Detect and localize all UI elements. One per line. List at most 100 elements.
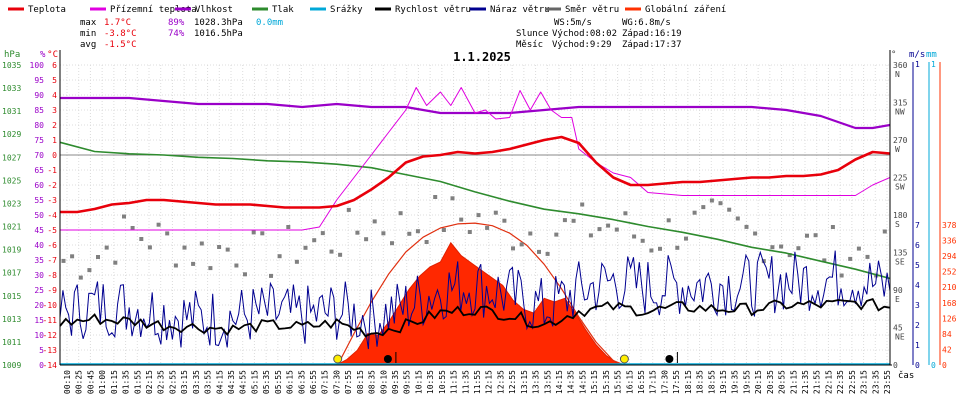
tick-pct: 70 [34, 151, 44, 160]
wind-dir-point [649, 248, 654, 253]
x-tick-label: 15:35 [602, 370, 611, 394]
tick-hpa: 1019 [2, 246, 21, 255]
x-axis-label: čas [898, 370, 914, 381]
wind-dir-point [277, 254, 282, 259]
x-tick-label: 13:35 [532, 370, 541, 394]
wind-dir-point [735, 216, 740, 221]
stats-pressure: 1016.5hPa [194, 29, 243, 39]
tick-degc: 0 [52, 151, 57, 160]
x-tick-label: 05:35 [262, 370, 271, 394]
tick-pct: 90 [34, 91, 44, 100]
wind-dir-point [485, 225, 490, 230]
tick-ms: 7 [915, 221, 920, 230]
tick-pct: 0 [39, 361, 44, 370]
wind-dir-point [822, 258, 827, 263]
x-tick-label: 18:55 [707, 370, 716, 394]
wind-speed-line [59, 298, 891, 338]
wind-dir-point [320, 231, 325, 236]
tick-hpa: 1009 [2, 361, 21, 370]
tick-pct: 5 [39, 346, 44, 355]
tick-dir: 135 [893, 249, 908, 258]
x-tick-label: 00:10 [63, 370, 72, 394]
axis-label-hpa: hPa [4, 50, 20, 60]
wind-dir-point [390, 241, 394, 246]
x-tick-label: 07:30 [332, 370, 341, 394]
x-tick-label: 20:35 [766, 370, 775, 394]
tick-degc: -9 [47, 286, 57, 295]
x-tick-label: 22:15 [824, 370, 833, 394]
tick-pct: 30 [34, 271, 44, 280]
tick-wm2: 168 [942, 299, 957, 308]
tick-hpa: 1027 [2, 153, 21, 162]
tick-pct: 45 [34, 226, 44, 235]
tick-pct: 95 [34, 76, 44, 85]
tick-pct: 75 [34, 136, 44, 145]
wind-dir-point [70, 254, 75, 259]
x-tick-label: 22:35 [836, 370, 845, 394]
axes: hPa1035103310311029102710251023102110191… [2, 50, 957, 394]
wind-dir-point [312, 238, 317, 243]
x-tick-label: 14:15 [555, 370, 564, 394]
tick-degc: 4 [52, 91, 57, 100]
x-tick-label: 10:55 [438, 370, 447, 394]
x-tick-label: 01:55 [133, 370, 142, 394]
wind-dir-point [199, 241, 204, 246]
wind-dir-point [260, 231, 265, 236]
wind-dir-point [640, 238, 645, 243]
tick-wm2: 210 [942, 283, 957, 292]
wind-dir-point [476, 213, 481, 218]
tick-degc: -7 [47, 256, 57, 265]
x-tick-label: 01:35 [122, 370, 131, 394]
x-tick-label: 03:15 [180, 370, 189, 394]
x-tick-label: 07:15 [321, 370, 330, 394]
legend-label: Srážky [330, 5, 363, 15]
tick-degc: 1 [52, 136, 57, 145]
tick-mm-top: 1 [931, 60, 936, 69]
wind-dir-point [122, 214, 126, 219]
x-tick-label: 03:55 [204, 370, 213, 394]
stats-pressure: 1028.3hPa [194, 18, 243, 28]
tick-hpa: 1015 [2, 292, 21, 301]
tick-wm2: 84 [942, 330, 952, 339]
x-tick-label: 12:55 [508, 370, 517, 394]
info-ws: WS:5m/s [554, 18, 592, 28]
radiation-theoretical-line [337, 222, 625, 366]
x-tick-label: 11:15 [450, 370, 459, 394]
tick-degc: -4 [47, 211, 57, 220]
x-tick-label: 12:15 [485, 370, 494, 394]
tick-degc: -6 [47, 241, 57, 250]
wind-dir-point [329, 249, 334, 254]
tick-dir-compass: S [895, 220, 900, 229]
wind-dir-point [243, 272, 247, 277]
tick-wm2: 378 [942, 221, 957, 230]
wind-dir-point [234, 263, 239, 268]
tick-hpa: 1025 [2, 176, 21, 185]
wind-dir-point [346, 207, 351, 212]
wind-dir-point [709, 198, 714, 203]
stats-label: max [80, 18, 97, 28]
stats-rain: 0.0mm [256, 18, 283, 28]
tick-wm2: 294 [942, 252, 957, 261]
wind-dir-point [191, 261, 196, 266]
x-tick-label: 01:00 [98, 370, 107, 394]
tick-dir: 90 [893, 286, 903, 295]
wind-dir-point [450, 196, 455, 201]
x-tick-label: 19:15 [719, 370, 728, 394]
stats-humidity: 89% [168, 18, 185, 28]
tick-ms: 4 [915, 281, 920, 290]
x-tick-label: 16:15 [625, 370, 634, 394]
tick-wm2: 0 [942, 361, 947, 370]
wind-dir-point [813, 233, 818, 238]
axis-label-degc: °C [47, 50, 58, 60]
x-tick-label: 08:15 [356, 370, 365, 394]
stats-temp: -1.5°C [104, 40, 137, 50]
tick-dir-compass: W [895, 145, 900, 154]
info-sunset: Západ:16:19 [622, 29, 682, 39]
wind-dir-point [286, 225, 291, 229]
wind-dir-point [364, 237, 369, 242]
radiation-area [336, 241, 624, 366]
wind-dir-point [225, 247, 230, 252]
info-sun-label: Slunce [516, 29, 549, 39]
x-tick-label: 21:55 [813, 370, 822, 394]
x-tick-label: 01:15 [110, 370, 119, 394]
